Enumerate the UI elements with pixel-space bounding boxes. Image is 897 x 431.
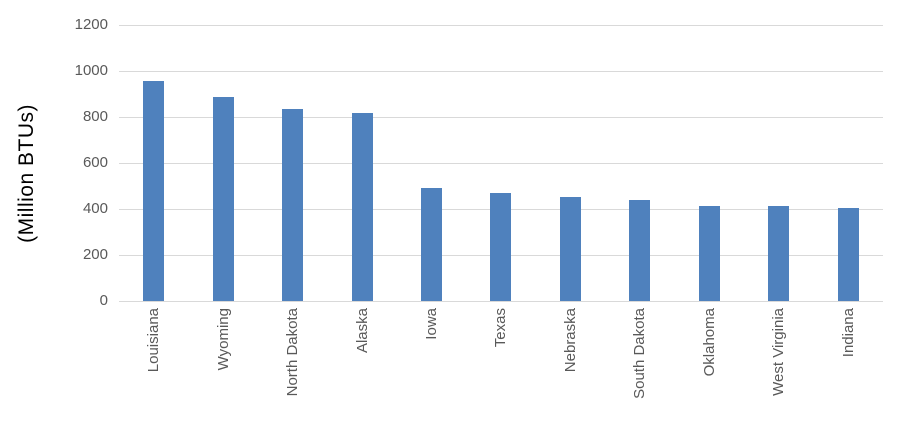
bar-nebraska (559, 197, 581, 301)
y-tick-label: 800 (82, 108, 108, 125)
x-label-slot: Nebraska (536, 308, 605, 428)
y-tick-label: 600 (82, 154, 108, 171)
bar-west-virginia (768, 206, 790, 301)
bar-texas (490, 192, 512, 301)
bar-slot (327, 25, 396, 301)
y-axis-tick-labels: 0 200 400 600 800 1000 1200 (0, 0, 108, 431)
y-tick-label: 1000 (74, 62, 108, 79)
x-axis-label: Nebraska (561, 308, 579, 373)
x-axis-label: Oklahoma (700, 308, 718, 377)
y-tick-label: 1200 (74, 16, 108, 33)
bar-oklahoma (698, 205, 720, 301)
bar-louisiana (143, 81, 165, 301)
x-label-slot: Indiana (814, 308, 883, 428)
bar-series (119, 25, 883, 301)
x-axis-label: Wyoming (214, 308, 232, 371)
x-label-slot: Louisiana (119, 308, 188, 428)
bar-slot (605, 25, 674, 301)
bar-alaska (351, 112, 373, 301)
bar-slot (188, 25, 257, 301)
x-axis-label: North Dakota (284, 308, 302, 397)
gridline (119, 25, 883, 26)
bar-iowa (421, 188, 443, 301)
bar-north-dakota (282, 108, 304, 301)
x-label-slot: South Dakota (605, 308, 674, 428)
bar-indiana (837, 207, 859, 301)
x-axis-label: South Dakota (631, 308, 649, 399)
bar-slot (744, 25, 813, 301)
x-label-slot: Alaska (327, 308, 396, 428)
plot-area (119, 25, 883, 302)
x-label-slot: West Virginia (744, 308, 813, 428)
x-axis-label: West Virginia (770, 308, 788, 396)
x-axis-label: Louisiana (145, 308, 163, 373)
gridline (119, 117, 883, 118)
x-label-slot: Texas (466, 308, 535, 428)
x-label-slot: Iowa (397, 308, 466, 428)
bar-slot (119, 25, 188, 301)
x-axis-label: Alaska (353, 308, 371, 354)
bar-slot (466, 25, 535, 301)
x-label-slot: Wyoming (188, 308, 257, 428)
y-tick-label: 0 (99, 292, 108, 309)
y-tick-label: 400 (82, 200, 108, 217)
bar-slot (814, 25, 883, 301)
bar-slot (397, 25, 466, 301)
y-tick-label: 200 (82, 246, 108, 263)
gridline (119, 163, 883, 164)
bar-slot (258, 25, 327, 301)
x-axis-label: Indiana (839, 308, 857, 358)
x-label-slot: North Dakota (258, 308, 327, 428)
bar-wyoming (212, 97, 234, 301)
bar-slot (675, 25, 744, 301)
x-axis-label: Texas (492, 308, 510, 348)
bar-slot (536, 25, 605, 301)
bar-south-dakota (629, 199, 651, 301)
x-axis-labels: Louisiana Wyoming North Dakota Alaska Iowa Te… (119, 308, 883, 428)
gridline (119, 71, 883, 72)
x-axis-label: Iowa (423, 308, 441, 340)
x-label-slot: Oklahoma (675, 308, 744, 428)
gridline (119, 301, 883, 302)
